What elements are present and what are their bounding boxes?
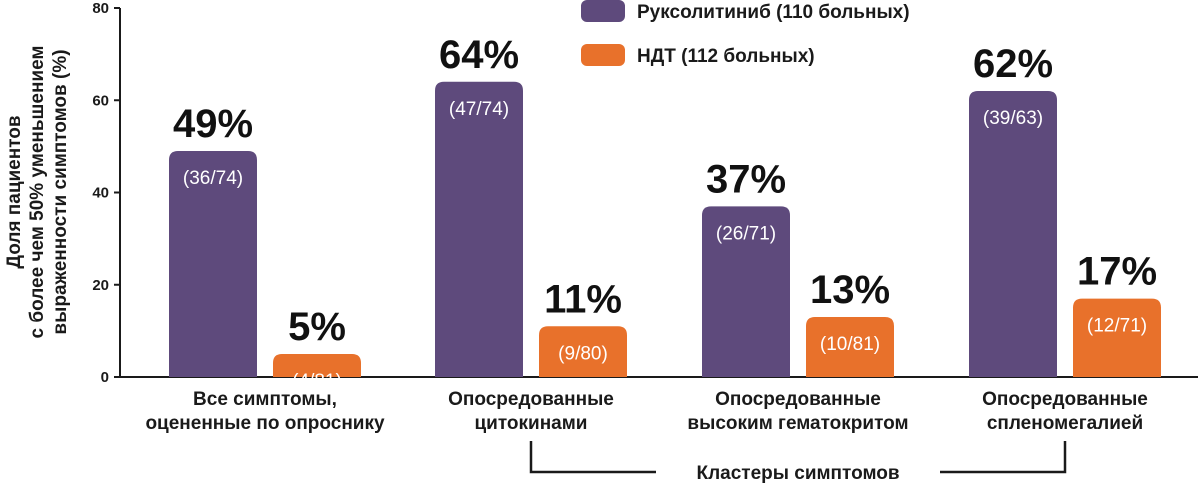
y-axis-title-line: с более чем 50% уменьшением bbox=[27, 46, 48, 339]
legend-swatch-ruxolitinib bbox=[581, 0, 625, 22]
bar-ruxolitinib bbox=[169, 150, 257, 377]
y-tick-label: 20 bbox=[92, 277, 109, 294]
legend-label: НДТ (112 больных) bbox=[637, 46, 815, 67]
category-label: Опосредованные bbox=[448, 389, 614, 410]
bar-percent-label: 5% bbox=[288, 305, 346, 349]
category-label: высоким гематокритом bbox=[687, 413, 908, 434]
bar-percent-label: 11% bbox=[544, 277, 622, 321]
bar-bat bbox=[1073, 298, 1161, 377]
bar-bat bbox=[539, 326, 627, 377]
bar-fraction-label: (12/71) bbox=[1087, 316, 1147, 337]
bar-bat bbox=[806, 317, 894, 377]
bar-fraction-label: (9/80) bbox=[558, 343, 608, 364]
category-label: спленомегалией bbox=[987, 413, 1143, 434]
bar-percent-label: 62% bbox=[973, 42, 1053, 86]
bar-ruxolitinib bbox=[969, 91, 1057, 378]
bar-percent-label: 13% bbox=[810, 268, 890, 312]
category-label: оцененные по опроснику bbox=[145, 413, 385, 434]
bracket-left-line bbox=[529, 441, 656, 474]
y-tick-label: 80 bbox=[92, 0, 109, 17]
category-label: Опосредованные bbox=[982, 389, 1148, 410]
category-label: Опосредованные bbox=[715, 389, 881, 410]
bar-fraction-label: (36/74) bbox=[183, 168, 243, 189]
y-tick-label: 40 bbox=[92, 185, 109, 202]
bar-percent-label: 49% bbox=[173, 102, 253, 146]
y-axis-title-line: выраженности симптомов (%) bbox=[50, 49, 71, 334]
bar-bat bbox=[273, 353, 361, 377]
bar-fraction-label: (26/71) bbox=[716, 223, 776, 244]
y-tick-label: 60 bbox=[92, 92, 109, 109]
bar-ruxolitinib bbox=[702, 206, 790, 377]
y-axis-title: Доля пациентов с более чем 50% уменьшение… bbox=[4, 46, 71, 339]
bar-ruxolitinib bbox=[435, 81, 523, 378]
bar-fraction-label: (4/81) bbox=[292, 371, 342, 392]
legend-label: Руксолитиниб (110 больных) bbox=[637, 2, 910, 23]
bar-fraction-label: (39/63) bbox=[983, 108, 1043, 129]
bar-percent-label: 64% bbox=[439, 33, 519, 77]
bar-fraction-label: (47/74) bbox=[449, 99, 509, 120]
bracket-label: Кластеры симптомов bbox=[696, 463, 899, 484]
category-label: Все симптомы, bbox=[193, 389, 337, 410]
bars: 49% (36/74) 64% (47/74) 37% (26/71) 62% (39/63)… bbox=[169, 33, 1161, 392]
category-labels: Все симптомы, оцененные по опроснику Опоср… bbox=[145, 389, 1147, 434]
bar-percent-label: 17% bbox=[1077, 250, 1157, 294]
y-tick-label: 0 bbox=[101, 369, 109, 386]
bar-percent-label: 37% bbox=[706, 157, 786, 201]
legend: Руксолитиниб (110 больных) НДТ (112 больн… bbox=[581, 0, 910, 67]
y-axis: 0 20 40 60 80 bbox=[92, 0, 121, 386]
bracket-right-line bbox=[940, 441, 1067, 474]
y-axis-title-line: Доля пациентов bbox=[4, 115, 25, 268]
category-label: цитокинами bbox=[475, 413, 588, 434]
bar-fraction-label: (10/81) bbox=[820, 334, 880, 355]
legend-swatch-bat bbox=[581, 44, 625, 66]
symptom-cluster-bracket: Кластеры симптомов bbox=[529, 441, 1067, 484]
